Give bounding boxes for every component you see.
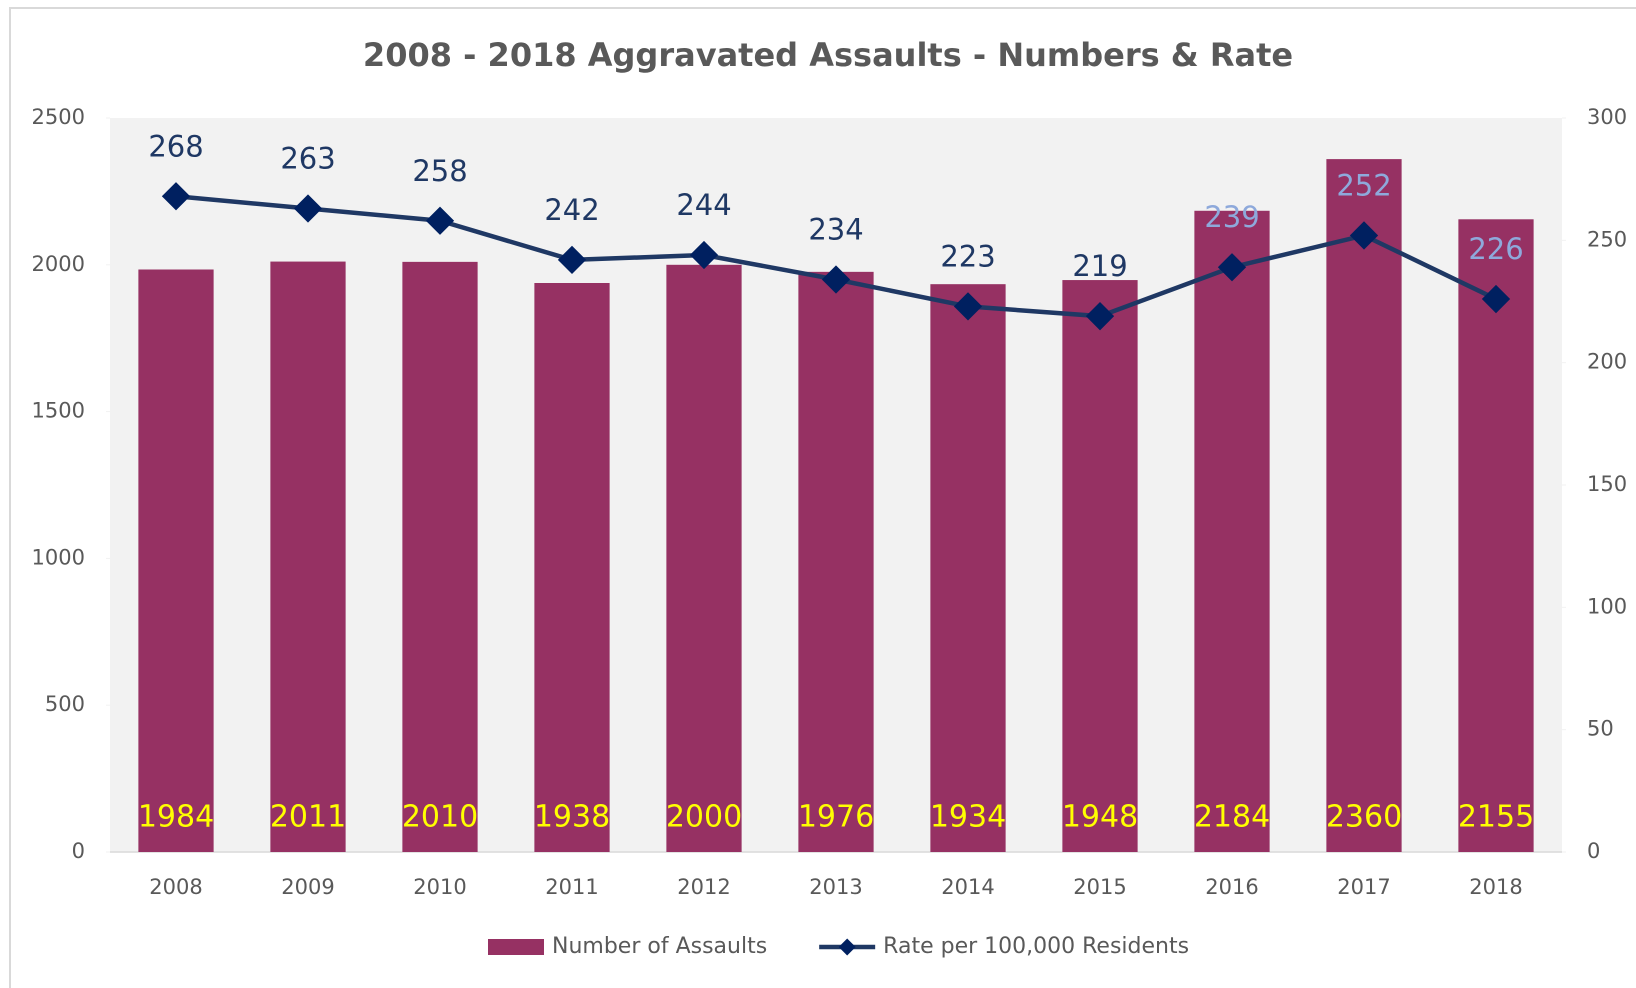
y-tick-label: 0 <box>72 839 85 863</box>
bar-value-label: 1984 <box>138 800 214 835</box>
y2-tick-label: 150 <box>1587 472 1627 496</box>
y-tick-label: 1500 <box>32 399 85 423</box>
bar-value-label: 2360 <box>1326 800 1402 835</box>
y2-tick-label: 200 <box>1587 350 1627 374</box>
bar <box>402 261 478 852</box>
x-tick-label: 2012 <box>677 875 730 899</box>
line-marker <box>689 240 719 270</box>
x-tick-label: 2015 <box>1073 875 1126 899</box>
y2-tick-label: 0 <box>1587 839 1600 863</box>
legend-label: Rate per 100,000 Residents <box>883 934 1189 959</box>
bar <box>930 284 1006 852</box>
x-tick-label: 2018 <box>1469 875 1522 899</box>
x-tick-label: 2013 <box>809 875 862 899</box>
line-value-label: 223 <box>940 239 995 273</box>
bar <box>1326 159 1402 852</box>
line-marker <box>1085 302 1115 331</box>
bar <box>1194 210 1270 853</box>
y2-tick-label: 250 <box>1587 227 1627 251</box>
bar <box>1458 219 1534 853</box>
legend-swatch <box>838 938 856 956</box>
bar <box>270 261 346 852</box>
bar <box>1062 280 1138 852</box>
x-tick-label: 2014 <box>941 875 994 899</box>
x-tick-label: 2008 <box>149 875 202 899</box>
y2-tick-label: 100 <box>1587 594 1627 618</box>
line-value-label: 219 <box>1072 249 1127 283</box>
line-value-label: 239 <box>1204 200 1259 234</box>
line-marker <box>953 292 983 321</box>
bar-value-label: 2155 <box>1458 800 1534 835</box>
line-value-label: 226 <box>1468 232 1523 266</box>
y2-tick-label: 300 <box>1587 105 1627 129</box>
line-value-label: 234 <box>808 212 863 246</box>
chart-title: 2008 - 2018 Aggravated Assaults - Number… <box>363 36 1293 74</box>
line-marker <box>1217 253 1247 282</box>
legend-swatch <box>488 939 544 955</box>
line-marker <box>1349 221 1379 250</box>
bar-value-label: 1934 <box>930 800 1006 835</box>
bar <box>798 271 874 852</box>
bar-value-label: 2184 <box>1194 800 1270 835</box>
legend-label: Number of Assaults <box>552 934 767 959</box>
line-value-label: 258 <box>412 154 467 188</box>
line-value-label: 263 <box>280 142 335 176</box>
bar <box>138 269 214 853</box>
bar-value-label: 1948 <box>1062 800 1138 835</box>
line-value-label: 242 <box>544 193 599 227</box>
y-tick-label: 2500 <box>32 105 85 129</box>
bar-value-label: 2010 <box>402 800 478 835</box>
y-tick-label: 1000 <box>32 545 85 569</box>
line-marker <box>1481 284 1511 314</box>
y2-tick-label: 50 <box>1587 717 1614 741</box>
x-tick-label: 2017 <box>1337 875 1390 899</box>
y-tick-label: 2000 <box>32 252 85 276</box>
line-value-label: 252 <box>1336 168 1391 202</box>
x-tick-label: 2011 <box>545 875 598 899</box>
bar-value-label: 1976 <box>798 800 874 835</box>
x-tick-label: 2010 <box>413 875 466 899</box>
bar-value-label: 1938 <box>534 800 610 835</box>
x-tick-label: 2016 <box>1205 875 1258 899</box>
x-tick-label: 2009 <box>281 875 334 899</box>
bar <box>534 283 610 853</box>
bar-value-label: 2000 <box>666 800 742 835</box>
line-marker <box>821 265 851 294</box>
y-tick-label: 500 <box>45 692 85 716</box>
bar <box>666 264 742 852</box>
bar-value-label: 2011 <box>270 800 346 835</box>
line-value-label: 268 <box>148 129 203 163</box>
line-value-label: 244 <box>676 188 731 222</box>
